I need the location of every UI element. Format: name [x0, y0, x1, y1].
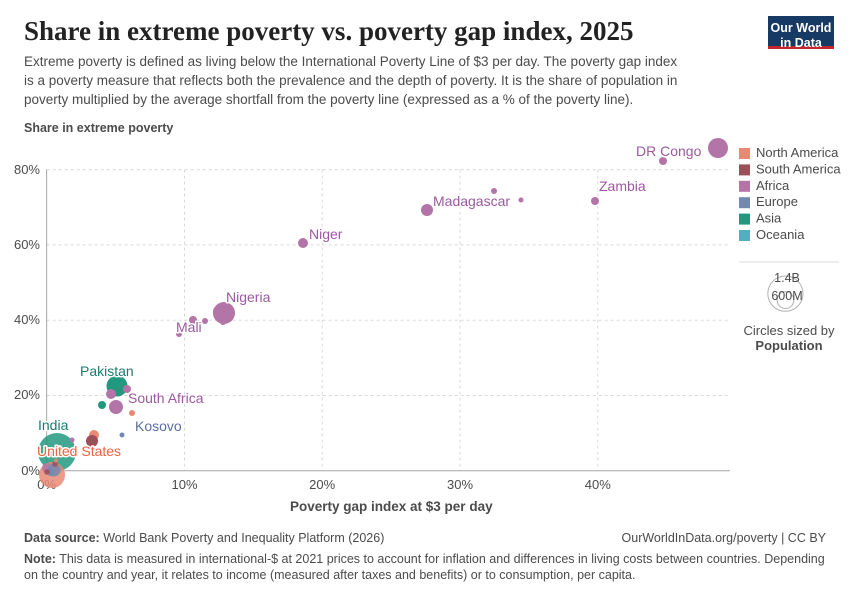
svg-text:20%: 20% [14, 387, 40, 402]
svg-text:Nigeria: Nigeria [226, 289, 271, 305]
svg-text:Oceania: Oceania [756, 227, 805, 242]
svg-text:40%: 40% [585, 477, 611, 492]
svg-text:30%: 30% [447, 477, 473, 492]
svg-text:DR Congo: DR Congo [636, 143, 702, 159]
svg-text:Europe: Europe [756, 194, 798, 209]
svg-text:Kosovo: Kosovo [135, 418, 182, 434]
svg-text:Africa: Africa [756, 178, 790, 193]
svg-text:20%: 20% [309, 477, 335, 492]
svg-text:India: India [38, 417, 69, 433]
svg-text:80%: 80% [14, 162, 40, 177]
svg-text:1.4B: 1.4B [774, 271, 800, 285]
svg-text:600M: 600M [771, 289, 802, 303]
svg-text:60%: 60% [14, 237, 40, 252]
svg-text:10%: 10% [171, 477, 197, 492]
svg-text:Population: Population [755, 338, 822, 353]
svg-text:40%: 40% [14, 312, 40, 327]
svg-text:Asia: Asia [756, 211, 782, 226]
svg-text:Zambia: Zambia [599, 178, 646, 194]
svg-text:Mali: Mali [176, 319, 202, 335]
svg-text:Niger: Niger [309, 226, 343, 242]
svg-text:North America: North America [756, 145, 839, 160]
svg-text:Madagascar: Madagascar [433, 193, 510, 209]
svg-text:South Africa: South Africa [128, 390, 204, 406]
svg-text:Pakistan: Pakistan [80, 363, 134, 379]
svg-text:0%: 0% [21, 463, 40, 478]
svg-text:Circles sized by: Circles sized by [743, 323, 835, 338]
svg-text:South America: South America [756, 161, 841, 176]
svg-text:United States: United States [37, 443, 121, 459]
